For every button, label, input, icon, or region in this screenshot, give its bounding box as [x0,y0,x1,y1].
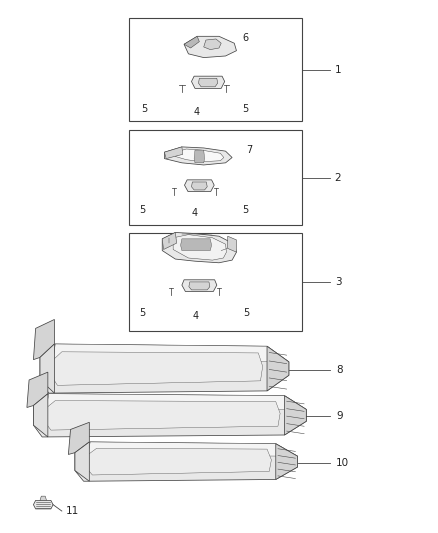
Polygon shape [40,496,46,500]
Text: 5: 5 [141,104,148,114]
Polygon shape [86,448,272,475]
Text: 5: 5 [139,205,146,215]
Text: 5: 5 [242,104,248,114]
Polygon shape [191,182,207,190]
Polygon shape [33,500,53,509]
Polygon shape [191,76,225,88]
Polygon shape [228,236,237,252]
Text: 4: 4 [193,311,199,321]
Text: 4: 4 [192,208,198,219]
Polygon shape [204,39,221,50]
Polygon shape [175,149,224,162]
Polygon shape [162,232,177,249]
Polygon shape [285,395,306,435]
Text: 5: 5 [244,308,250,318]
Polygon shape [75,442,297,481]
Text: 1: 1 [335,65,341,75]
Polygon shape [40,344,289,393]
Text: 6: 6 [242,33,248,43]
Polygon shape [194,150,205,163]
Polygon shape [51,352,263,385]
Bar [130,233,302,332]
Text: 5: 5 [242,205,248,215]
Polygon shape [75,442,89,481]
Text: 7: 7 [247,144,253,155]
Polygon shape [46,394,306,409]
Text: 5: 5 [139,308,146,318]
Text: 10: 10 [336,458,349,468]
Polygon shape [189,282,210,290]
Polygon shape [40,344,54,393]
Text: 8: 8 [336,365,343,375]
Bar [130,18,302,122]
Text: 4: 4 [193,107,199,117]
Polygon shape [184,36,237,58]
Polygon shape [198,78,218,87]
Polygon shape [33,319,54,360]
Bar [130,131,302,225]
Text: 11: 11 [65,506,78,516]
Polygon shape [180,239,212,251]
Polygon shape [164,147,183,159]
Polygon shape [162,232,237,263]
Polygon shape [173,235,226,260]
Text: 3: 3 [335,278,341,287]
Polygon shape [267,346,289,391]
Polygon shape [88,442,297,456]
Polygon shape [44,401,280,430]
Polygon shape [68,422,89,455]
Polygon shape [27,372,48,408]
Polygon shape [53,344,289,362]
Polygon shape [184,36,199,48]
Polygon shape [184,180,214,191]
Text: 2: 2 [335,173,341,183]
Polygon shape [33,394,48,437]
Text: 9: 9 [336,411,343,422]
Polygon shape [164,147,232,165]
Polygon shape [182,280,217,292]
Polygon shape [276,444,297,480]
Polygon shape [33,394,306,437]
